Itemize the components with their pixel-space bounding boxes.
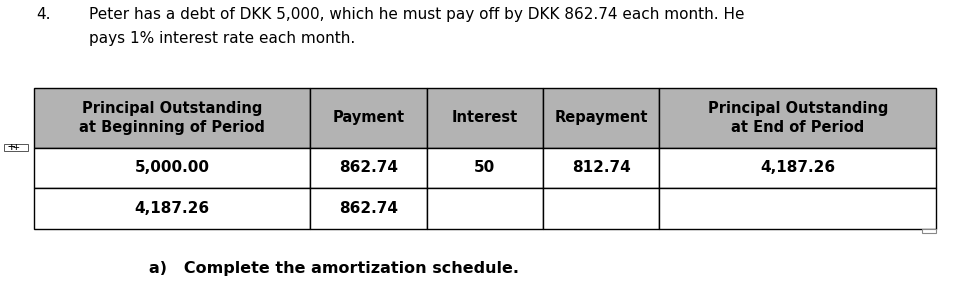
- Text: Peter has a debt of DKK 5,000, which he must pay off by DKK 862.74 each month. H: Peter has a debt of DKK 5,000, which he …: [89, 7, 745, 46]
- Text: 862.74: 862.74: [339, 160, 397, 175]
- Bar: [310, 88, 426, 148]
- Bar: [426, 188, 543, 229]
- Text: 4,187.26: 4,187.26: [760, 160, 835, 175]
- Bar: [660, 148, 936, 188]
- Bar: [4, 144, 28, 151]
- Bar: [34, 148, 310, 188]
- Bar: [34, 188, 310, 229]
- Text: Payment: Payment: [332, 110, 404, 126]
- Text: 50: 50: [474, 160, 495, 175]
- Text: Repayment: Repayment: [555, 110, 648, 126]
- Bar: [310, 148, 426, 188]
- Bar: [543, 188, 660, 229]
- Bar: [922, 229, 936, 233]
- Text: a)   Complete the amortization schedule.: a) Complete the amortization schedule.: [149, 261, 518, 276]
- Text: 812.74: 812.74: [572, 160, 631, 175]
- Text: Principal Outstanding
at Beginning of Period: Principal Outstanding at Beginning of Pe…: [79, 101, 265, 135]
- Bar: [426, 88, 543, 148]
- Bar: [34, 88, 310, 148]
- Text: Interest: Interest: [451, 110, 518, 126]
- Bar: [543, 88, 660, 148]
- Text: 4,187.26: 4,187.26: [134, 201, 209, 216]
- Text: +: +: [12, 142, 19, 152]
- Bar: [426, 148, 543, 188]
- Bar: [543, 148, 660, 188]
- Text: 862.74: 862.74: [339, 201, 397, 216]
- Bar: [310, 188, 426, 229]
- Text: 4.: 4.: [36, 7, 51, 22]
- Text: Principal Outstanding
at End of Period: Principal Outstanding at End of Period: [708, 101, 888, 135]
- Bar: [660, 88, 936, 148]
- Bar: [660, 188, 936, 229]
- Text: +: +: [8, 141, 15, 154]
- Text: 5,000.00: 5,000.00: [134, 160, 209, 175]
